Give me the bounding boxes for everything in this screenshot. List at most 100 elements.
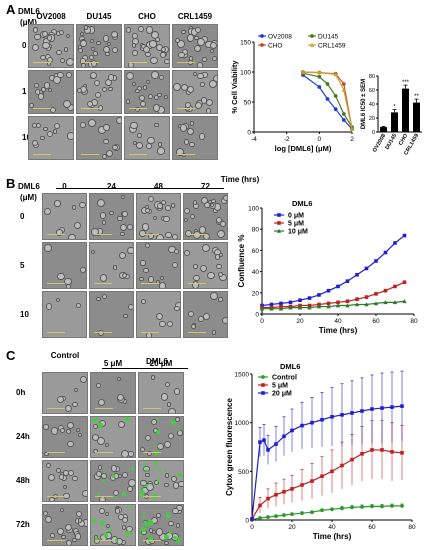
green-fluorescent-cell xyxy=(156,479,160,482)
data-point xyxy=(258,440,262,444)
cell-blob xyxy=(194,45,202,52)
cell-blob xyxy=(62,484,68,490)
cell-blob xyxy=(41,87,46,92)
cell-blob xyxy=(58,30,64,35)
cell-blob xyxy=(90,250,96,255)
green-fluorescent-cell xyxy=(114,538,119,543)
data-point xyxy=(393,284,397,289)
cell-blob xyxy=(166,402,172,407)
cell-blob xyxy=(62,99,71,108)
axes: 0 20 40 60 80 0 20 40 60 80 100 Time (hrs) Confluenc… xyxy=(237,206,418,336)
data-point xyxy=(250,517,254,521)
series-line-OV2008 xyxy=(302,74,353,130)
scale-bar xyxy=(188,283,206,284)
cell-blob xyxy=(43,82,51,89)
data-point xyxy=(317,70,322,75)
cell-blob xyxy=(147,94,153,100)
cell-blob xyxy=(54,200,61,207)
legend-marker xyxy=(277,213,281,217)
data-point xyxy=(307,296,312,300)
cell-blob xyxy=(157,147,165,155)
green-fluorescent-cell xyxy=(114,495,117,498)
cell-blob xyxy=(150,56,159,65)
micrograph-cell xyxy=(89,242,134,289)
cell-blob xyxy=(97,104,104,111)
cell-blob xyxy=(66,34,71,39)
cell-blob xyxy=(136,142,144,150)
cell-blob xyxy=(155,234,164,239)
cell-blob xyxy=(197,37,206,46)
cell-blob xyxy=(127,303,133,310)
cell-blob xyxy=(137,133,142,138)
cell-blob xyxy=(67,233,76,239)
cell-blob xyxy=(158,282,167,288)
data-point xyxy=(307,305,312,310)
cell-blob xyxy=(167,432,175,440)
cell-blob xyxy=(210,202,215,207)
micrograph-cell xyxy=(136,193,181,240)
green-fluorescent-cell xyxy=(93,418,98,423)
green-fluorescent-cell xyxy=(140,490,146,496)
cell-blob xyxy=(99,507,105,514)
cell-blob xyxy=(134,107,140,113)
cell-blob xyxy=(218,297,223,302)
data-point xyxy=(282,513,286,518)
green-fluorescent-cell xyxy=(178,428,181,432)
legend-label: DU145 xyxy=(318,34,339,41)
y-axis-label: Confluence % xyxy=(237,235,246,288)
cell-blob xyxy=(111,144,118,151)
panel-c-row-label: 48h xyxy=(16,476,30,485)
data-point xyxy=(326,304,331,309)
cell-blob xyxy=(179,124,188,132)
y-tick-label: 150 xyxy=(240,40,251,47)
cell-blob xyxy=(66,57,73,66)
cell-blob xyxy=(87,119,96,128)
cell-blob xyxy=(56,229,63,236)
micrograph-cell xyxy=(138,416,184,458)
scale-bar xyxy=(47,234,65,235)
cell-blob xyxy=(56,528,64,536)
data-point xyxy=(340,506,344,511)
series-line-0-μM xyxy=(261,235,405,307)
data-point xyxy=(297,305,303,310)
cell-blob xyxy=(193,264,199,269)
green-fluorescent-cell xyxy=(148,537,153,542)
cell-blob xyxy=(32,26,39,33)
legend-title: DML6 xyxy=(280,362,300,371)
micrograph-cell xyxy=(42,372,88,414)
data-point xyxy=(320,508,324,513)
cell-blob xyxy=(144,434,152,442)
significance-mark: ** xyxy=(414,94,419,100)
panel-a-row-label: 1 xyxy=(22,87,27,96)
scale-bar xyxy=(129,108,147,109)
legend-marker xyxy=(310,34,314,38)
cell-blob xyxy=(164,482,169,488)
green-fluorescent-cell xyxy=(91,519,96,523)
cell-blob xyxy=(102,154,107,159)
x-tick-label: 60 xyxy=(368,524,376,531)
data-point xyxy=(350,457,354,462)
cell-blob xyxy=(67,440,74,448)
cell-blob xyxy=(44,515,52,523)
cell-blob xyxy=(164,382,170,388)
cell-blob xyxy=(120,231,125,237)
cell-blob xyxy=(37,93,44,100)
data-point xyxy=(402,280,407,284)
data-point xyxy=(300,423,304,428)
cell-blob xyxy=(217,230,225,239)
data-point xyxy=(360,504,364,509)
panel-a-unit: (μM) xyxy=(20,18,37,27)
data-point xyxy=(345,303,350,308)
significance-mark: *** xyxy=(402,80,410,86)
scale-bar xyxy=(143,540,161,541)
cell-blob xyxy=(145,26,154,35)
data-point xyxy=(370,504,374,509)
cell-blob xyxy=(79,121,86,128)
panel-b-col-label: 48 xyxy=(154,182,163,191)
cell-blob xyxy=(101,220,107,225)
cell-blob xyxy=(151,530,156,535)
green-fluorescent-cell xyxy=(154,461,158,466)
legend-marker xyxy=(260,43,264,47)
cell-blob xyxy=(77,88,83,94)
cell-blob xyxy=(114,508,121,515)
